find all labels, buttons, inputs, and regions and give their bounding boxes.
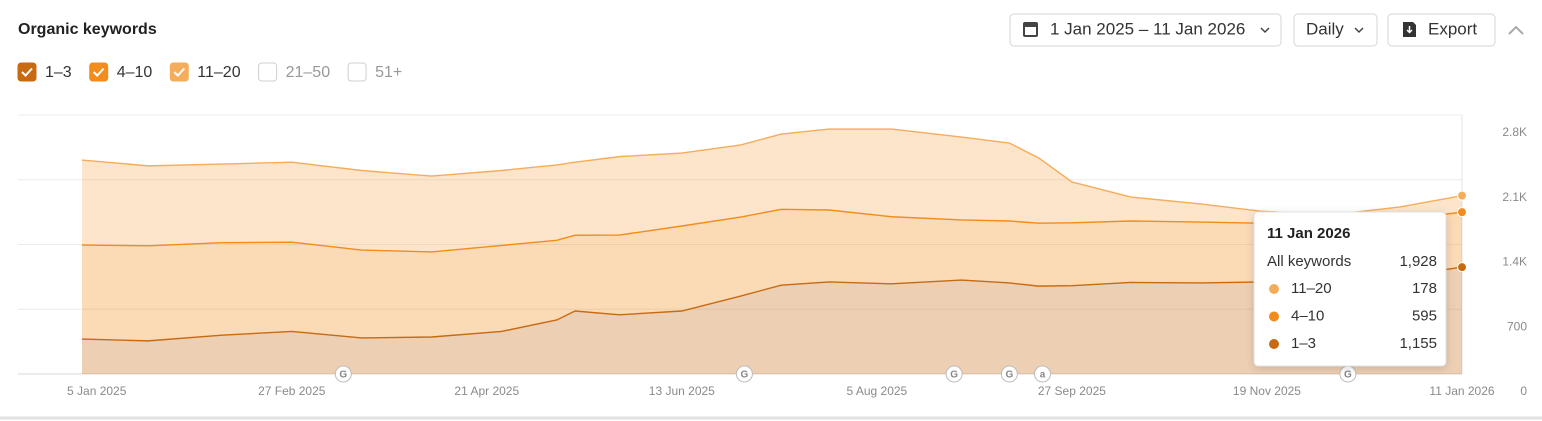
export[interactable]: Export [1428,19,1477,38]
annotation-label: G [1344,370,1352,381]
checkbox-checked[interactable] [169,62,189,82]
tooltip-value: 178 [1412,280,1437,297]
area-fill [82,209,1462,341]
annotation-marker[interactable] [334,365,352,383]
checkbox[interactable] [258,62,278,82]
interval-button[interactable]: Daily [1293,13,1378,47]
legend-label[interactable]: 4–10 [117,64,153,81]
y-tick-label: 700 [1507,319,1527,333]
y-tick-label: 2.1K [1502,190,1527,204]
check-mark [92,67,105,77]
y-tick-label: 1.4K [1502,255,1527,269]
annotation-marker[interactable] [1033,365,1051,383]
area-line [81,208,1463,253]
checkbox-checked[interactable] [17,62,37,82]
x-tick-label: 27 Feb 2025 [258,384,326,398]
annotation-label: G [1005,370,1013,381]
end-point [1457,262,1467,273]
tooltip-dot [1269,284,1279,294]
tooltip-value: 595 [1412,307,1437,324]
annotation-label: G [950,370,958,381]
annotation-label: G [741,370,749,381]
legend-label[interactable]: 11–20 [197,64,240,81]
x-tick-label: 11 Jan 2026 [1429,384,1494,398]
tooltip-total-label: All keywords [1267,253,1351,270]
legend-label[interactable]: 21–50 [286,64,331,81]
tooltip-box [1253,211,1447,367]
checkbox[interactable] [347,62,367,82]
legend-label[interactable]: 1–3 [45,64,72,81]
interval[interactable]: Daily [1306,19,1344,38]
end-point [1457,190,1467,201]
export-button[interactable]: Export [1387,13,1496,47]
chevron [1354,27,1364,34]
button-frame[interactable] [1009,13,1282,47]
tooltip-value: 1,155 [1399,335,1437,352]
area-line [81,266,1463,342]
legend-label[interactable]: 51+ [375,64,402,81]
tooltip-series: 1–3 [1291,335,1316,352]
annotation-marker[interactable] [735,365,753,383]
y-tick-label: 2.8K [1502,125,1527,139]
date-range-button[interactable]: 1 Jan 2025 – 11 Jan 2026 [1009,13,1282,47]
chevron [1260,27,1270,34]
calendar-icon-face [1025,27,1036,35]
x-tick-label: 19 Nov 2025 [1233,384,1301,398]
button-frame[interactable] [1293,13,1378,47]
export-icon-arrow [1406,26,1413,34]
button-frame[interactable] [1387,13,1496,47]
tooltip-total: 1,928 [1399,253,1437,270]
tooltip: 11 Jan 2026 All keywords 1,928 11–20 178 4–10… [1253,211,1447,367]
check-mark [173,67,186,77]
annotation-label: a [1040,370,1046,381]
x-tick-label: 13 Jun 2025 [649,384,715,398]
tooltip-dot [1269,339,1279,349]
chart-title: Organic keywords [18,21,157,38]
x-tick-label: 27 Sep 2025 [1038,384,1106,398]
date-range[interactable]: 1 Jan 2025 – 11 Jan 2026 [1050,19,1245,38]
end-point [1457,207,1467,218]
tooltip-title: 11 Jan 2026 [1267,225,1350,242]
tooltip-series: 4–10 [1291,307,1324,324]
collapse[interactable] [1508,25,1524,35]
x-tick-label: 5 Aug 2025 [847,384,908,398]
area-fill [82,267,1462,374]
x-tick-label: 5 Jan 2025 [67,384,127,398]
check-mark [21,67,33,77]
x-tick-label: 21 Apr 2025 [454,384,519,398]
area-line [81,128,1463,216]
annotation-label: G [339,370,347,381]
tooltip-series: 11–20 [1291,280,1332,297]
tooltip-dot [1269,311,1279,322]
annotation-marker[interactable] [1000,365,1018,383]
y-tick-label: 0 [1520,384,1527,398]
annotation-marker[interactable] [945,365,963,383]
checkbox-checked[interactable] [89,62,109,82]
